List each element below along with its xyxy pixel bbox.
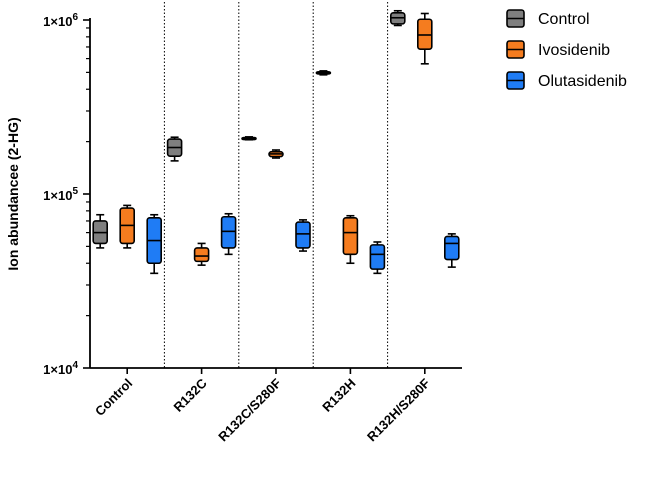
box-ivosidenib-r132c xyxy=(193,242,210,266)
legend-label: Olutasidenib xyxy=(538,73,627,90)
box-ivosidenib-control xyxy=(119,204,135,249)
box-control-r132h-s280f xyxy=(389,9,406,27)
box-iqr xyxy=(295,221,311,249)
box-control-control xyxy=(92,213,108,249)
legend-item-ivosidenib: Ivosidenib xyxy=(506,40,610,59)
y-tick-base: 1×10 xyxy=(43,362,72,377)
box-olutasidenib-r132h xyxy=(369,241,386,275)
legend: Control Ivosidenib Olutasidenib xyxy=(506,9,627,90)
box-control-r132c xyxy=(166,136,183,162)
category-separators xyxy=(163,2,389,368)
legend-item-control: Control xyxy=(506,9,590,28)
x-tick-label: R132C xyxy=(170,375,210,415)
x-tick-labels: Control R132C R132C/S280F R132H R132H/S280F xyxy=(92,375,433,444)
box-olutasidenib-control xyxy=(146,213,162,275)
y-tick-label: 1×104 xyxy=(43,360,78,377)
box-control-r132c-s280f xyxy=(241,136,257,141)
y-tick-exponent: 4 xyxy=(72,360,78,371)
y-tick-exponent: 6 xyxy=(72,12,78,23)
y-tick-label: 1×105 xyxy=(43,186,78,203)
y-tick-base: 1×10 xyxy=(43,14,72,29)
y-tick-label: 1×106 xyxy=(43,12,78,29)
box-ivosidenib-r132c-s280f xyxy=(268,149,284,159)
box-iqr xyxy=(342,216,359,256)
x-tick-label: R132H/S280F xyxy=(364,375,433,444)
box-olutasidenib-r132h-s280f xyxy=(443,233,460,268)
box-ivosidenib-r132h xyxy=(342,214,359,265)
x-tick-label: R132C/S280F xyxy=(215,375,284,444)
box-iqr xyxy=(416,18,433,50)
y-tick-exponent: 5 xyxy=(72,186,78,197)
box-iqr xyxy=(220,215,237,249)
legend-item-olutasidenib: Olutasidenib xyxy=(506,71,627,90)
box-olutasidenib-r132c-s280f xyxy=(295,219,311,252)
y-tick-base: 1×10 xyxy=(43,188,72,203)
boxes xyxy=(92,9,460,275)
legend-label: Ivosidenib xyxy=(538,42,610,59)
box-control-r132h xyxy=(315,70,332,76)
box-olutasidenib-r132c xyxy=(220,212,237,256)
box-iqr xyxy=(369,244,386,270)
box-ivosidenib-r132h-s280f xyxy=(416,12,433,65)
y-axis-title: Ion abundancee (2-HG) xyxy=(5,117,21,270)
box-iqr xyxy=(193,247,210,263)
legend-label: Control xyxy=(538,11,590,28)
box-iqr xyxy=(443,235,460,261)
axes xyxy=(83,18,462,374)
x-tick-label: Control xyxy=(92,376,135,419)
x-tick-label: R132H xyxy=(319,376,358,415)
